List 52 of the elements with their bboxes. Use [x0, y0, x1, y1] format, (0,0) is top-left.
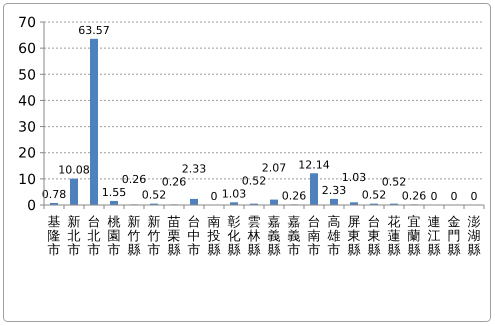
x-tick-label: 高雄市 — [326, 214, 340, 258]
x-tick-label: 宜蘭縣 — [408, 214, 420, 258]
x-tick-label: 台南市 — [308, 215, 320, 258]
data-label: 2.33 — [322, 184, 346, 197]
data-label: 2.07 — [262, 161, 286, 174]
data-label: 1.03 — [342, 170, 366, 184]
y-tick-label: 10 — [18, 172, 36, 188]
data-label: 2.33 — [182, 162, 206, 176]
data-label: 1.03 — [222, 187, 246, 200]
data-label: 0.26 — [402, 189, 426, 202]
x-tick-label: 連江縣 — [428, 215, 440, 258]
x-tick-label: 基隆市 — [48, 215, 60, 258]
x-tick-label: 台北市 — [88, 215, 100, 258]
data-label: 0.52 — [142, 188, 166, 202]
x-tick-label: 彰化縣 — [228, 215, 240, 258]
y-tick-label: 20 — [18, 146, 36, 162]
data-label: 0.52 — [382, 176, 406, 189]
data-label: 12.14 — [298, 158, 330, 172]
y-tick-label: 0 — [27, 198, 36, 214]
x-tick-label: 嘉義市 — [288, 215, 300, 258]
data-label: 0.26 — [122, 172, 146, 186]
data-label: 0 — [430, 190, 438, 203]
data-label: 1.55 — [102, 186, 126, 199]
x-tick-label: 金門縣 — [448, 215, 460, 258]
x-tick-label: 新竹市 — [148, 215, 160, 258]
data-label: 0 — [210, 190, 218, 203]
y-tick-label: 70 — [18, 15, 36, 31]
x-tick-label: 嘉義縣 — [268, 215, 280, 258]
x-tick-label: 澎湖縣 — [468, 215, 480, 258]
x-tick-label: 台東縣 — [368, 215, 380, 258]
x-tick-label: 桃園市 — [108, 215, 120, 258]
data-label: 0.52 — [242, 174, 266, 188]
data-label: 0 — [450, 190, 458, 203]
data-label: 0.52 — [362, 188, 386, 202]
x-tick-label: 屏東縣 — [348, 215, 360, 258]
x-tick-label: 雲林縣 — [246, 215, 260, 258]
x-tick-label: 花蓮縣 — [388, 215, 400, 258]
y-tick-label: 50 — [18, 67, 36, 84]
data-label: 10.08 — [58, 164, 90, 177]
data-label: 0.26 — [282, 189, 306, 202]
x-tick-label: 南投縣 — [206, 215, 220, 258]
data-label: 0 — [470, 190, 478, 203]
data-label: 63.57 — [78, 24, 110, 37]
x-tick-label: 台中市 — [188, 215, 200, 258]
y-tick-label: 40 — [18, 93, 36, 110]
data-label: 0.26 — [162, 176, 186, 189]
x-tick-label: 新竹縣 — [128, 215, 140, 258]
x-tick-label: 苗栗縣 — [168, 215, 180, 258]
data-label: 0.78 — [42, 188, 66, 201]
y-tick-label: 60 — [18, 41, 36, 58]
y-tick-label: 30 — [18, 120, 36, 136]
x-tick-label: 新北市 — [68, 215, 80, 258]
